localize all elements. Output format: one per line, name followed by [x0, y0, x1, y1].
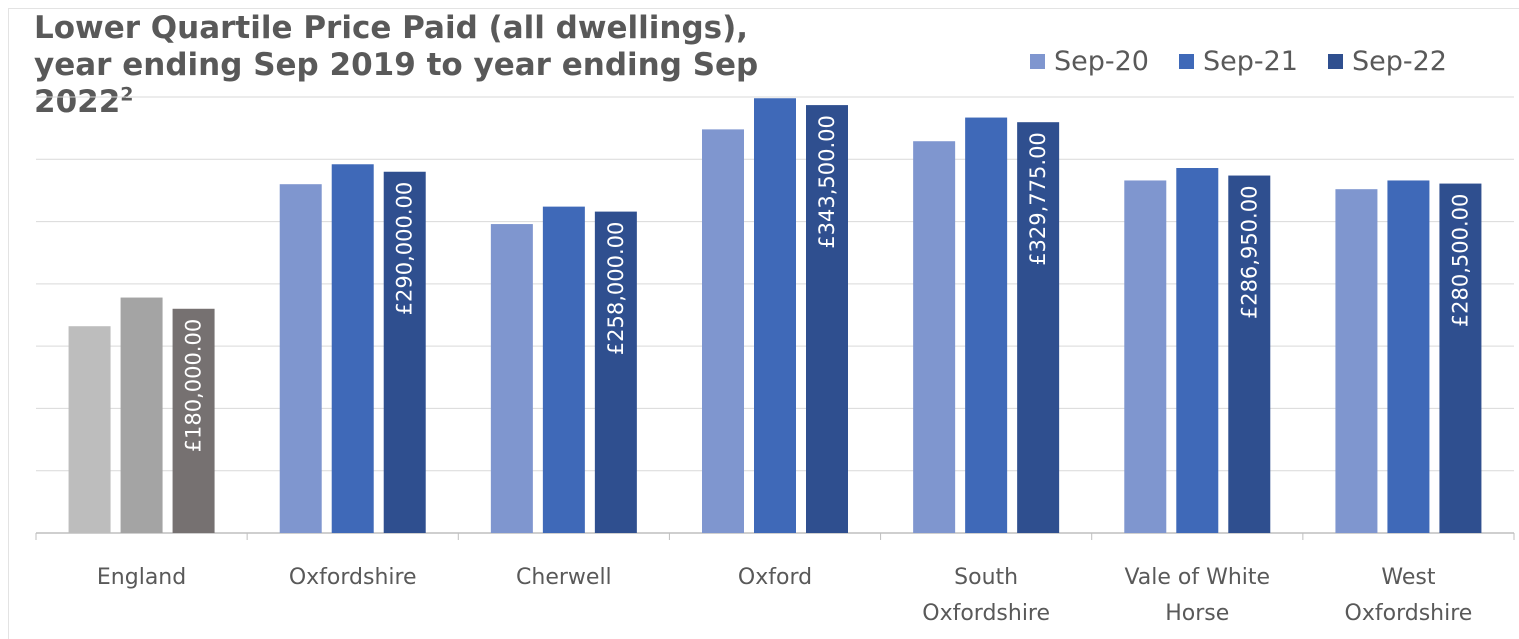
category-label-south-oxfordshire: South Oxfordshire [922, 565, 1050, 626]
legend-label-sep-21: Sep-21 [1203, 46, 1298, 77]
data-label-oxford: £343,500.00 [815, 115, 839, 249]
bar-england-sep-20 [68, 326, 111, 533]
bar-oxford-sep-21 [754, 98, 796, 533]
bar-vale-of-white-horse-sep-22 [1228, 175, 1271, 533]
category-label-vale-of-white-horse: Vale of White Horse [1124, 565, 1270, 626]
bar-vale-of-white-horse-sep-20 [1124, 180, 1167, 533]
chart-title-text: Lower Quartile Price Paid (all dwellings… [34, 10, 759, 120]
bar-oxford-sep-22 [806, 105, 848, 534]
legend-label-sep-22: Sep-22 [1352, 46, 1447, 77]
legend-item-sep-20: Sep-20 [1030, 46, 1149, 77]
chart-legend: Sep-20 Sep-21 Sep-22 [1030, 46, 1447, 77]
data-label-oxfordshire: £290,000.00 [393, 182, 417, 316]
bar-west-oxfordshire-sep-21 [1387, 180, 1430, 533]
bar-oxford-sep-20 [702, 129, 744, 534]
category-label-oxfordshire: Oxfordshire [289, 565, 417, 590]
bar-south-oxfordshire-sep-22 [1017, 122, 1060, 533]
chart-title-superscript: 2 [120, 83, 134, 106]
bar-south-oxfordshire-sep-20 [913, 141, 956, 534]
legend-label-sep-20: Sep-20 [1054, 46, 1149, 77]
data-label-south-oxfordshire: £329,775.00 [1026, 132, 1050, 266]
data-label-west-oxfordshire: £280,500.00 [1448, 194, 1472, 328]
bar-south-oxfordshire-sep-21 [965, 117, 1008, 533]
bar-west-oxfordshire-sep-22 [1439, 183, 1482, 533]
legend-item-sep-22: Sep-22 [1328, 46, 1447, 77]
chart-title: Lower Quartile Price Paid (all dwellings… [34, 10, 794, 121]
data-label-cherwell: £258,000.00 [604, 222, 628, 356]
bar-oxfordshire-sep-22 [383, 171, 426, 533]
legend-item-sep-21: Sep-21 [1179, 46, 1298, 77]
bar-cherwell-sep-21 [542, 206, 585, 533]
bar-cherwell-sep-20 [490, 224, 533, 533]
chart-frame [8, 8, 1519, 639]
bar-cherwell-sep-22 [594, 211, 637, 533]
category-label-oxford: Oxford [738, 565, 812, 590]
legend-swatch-sep-20 [1030, 54, 1045, 69]
legend-swatch-sep-22 [1328, 54, 1343, 69]
data-label-england: £180,000.00 [182, 319, 206, 453]
bar-west-oxfordshire-sep-20 [1335, 189, 1378, 533]
bar-oxfordshire-sep-20 [279, 184, 322, 533]
bar-england-sep-21 [120, 297, 163, 533]
category-label-cherwell: Cherwell [516, 565, 612, 590]
bar-england-sep-22 [172, 308, 215, 533]
category-label-west-oxfordshire: West Oxfordshire [1345, 565, 1473, 626]
legend-swatch-sep-21 [1179, 54, 1194, 69]
bar-oxfordshire-sep-21 [331, 164, 374, 534]
data-label-vale-of-white-horse: £286,950.00 [1237, 186, 1261, 320]
category-label-england: England [97, 565, 186, 590]
bar-vale-of-white-horse-sep-21 [1176, 168, 1219, 533]
